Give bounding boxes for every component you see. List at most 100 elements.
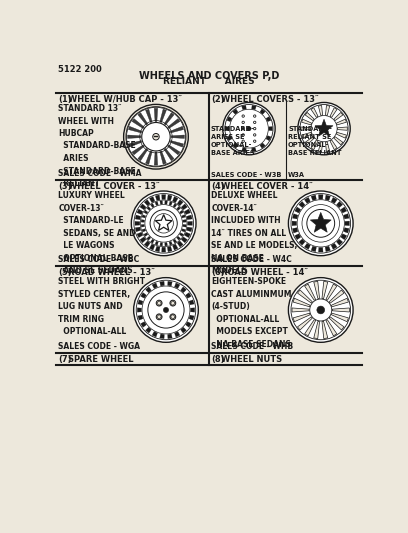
Polygon shape — [325, 246, 330, 252]
Polygon shape — [304, 197, 310, 204]
Polygon shape — [141, 293, 146, 298]
Polygon shape — [226, 126, 229, 131]
Polygon shape — [319, 195, 323, 199]
Polygon shape — [319, 247, 323, 252]
Circle shape — [156, 300, 162, 306]
Polygon shape — [331, 244, 337, 249]
Polygon shape — [171, 135, 184, 139]
Polygon shape — [175, 283, 180, 288]
Polygon shape — [164, 113, 174, 125]
Polygon shape — [329, 317, 344, 330]
Polygon shape — [183, 224, 186, 227]
Polygon shape — [138, 315, 143, 320]
Polygon shape — [292, 308, 309, 312]
Polygon shape — [135, 227, 141, 232]
Polygon shape — [160, 281, 164, 286]
Polygon shape — [337, 127, 347, 130]
Polygon shape — [140, 237, 146, 243]
Polygon shape — [135, 221, 140, 225]
Polygon shape — [177, 200, 183, 206]
Polygon shape — [146, 287, 151, 293]
Polygon shape — [266, 135, 271, 141]
Polygon shape — [138, 300, 143, 305]
Polygon shape — [186, 293, 191, 298]
Polygon shape — [233, 143, 238, 148]
Polygon shape — [170, 141, 184, 147]
Polygon shape — [128, 135, 141, 139]
Text: (7): (7) — [58, 355, 72, 364]
Polygon shape — [167, 246, 172, 252]
Text: STANDARD 13″
WHEEL WITH
HUBCAP
  STANDARD-BASE
  ARIES
  STANDARD-BASE
  RELIANT: STANDARD 13″ WHEEL WITH HUBCAP STANDARD-… — [58, 104, 136, 188]
Polygon shape — [155, 195, 160, 200]
Polygon shape — [242, 106, 246, 110]
Polygon shape — [297, 290, 313, 303]
Text: WHEEL COVER - 13″: WHEEL COVER - 13″ — [68, 182, 160, 191]
Text: (6): (6) — [211, 268, 225, 277]
Polygon shape — [252, 106, 256, 110]
Polygon shape — [292, 221, 297, 225]
Polygon shape — [337, 132, 346, 138]
Polygon shape — [135, 215, 141, 220]
Polygon shape — [177, 241, 183, 247]
Polygon shape — [160, 201, 162, 204]
Polygon shape — [168, 334, 172, 338]
Circle shape — [298, 102, 350, 155]
Text: WHEEL COVER - 14″: WHEEL COVER - 14″ — [222, 182, 313, 191]
Text: (5): (5) — [58, 268, 72, 277]
Polygon shape — [180, 233, 184, 237]
Polygon shape — [315, 119, 333, 136]
Circle shape — [247, 126, 251, 131]
Polygon shape — [182, 229, 185, 232]
Polygon shape — [337, 119, 346, 125]
Polygon shape — [137, 209, 143, 214]
Polygon shape — [302, 132, 312, 138]
Circle shape — [134, 278, 198, 342]
Polygon shape — [165, 243, 167, 246]
Polygon shape — [147, 206, 151, 211]
Polygon shape — [173, 239, 177, 243]
Polygon shape — [260, 109, 265, 114]
Polygon shape — [301, 127, 310, 130]
Circle shape — [153, 133, 159, 140]
Polygon shape — [186, 227, 192, 232]
Polygon shape — [149, 197, 155, 203]
Text: SALES CODE - WHB: SALES CODE - WHB — [211, 342, 293, 351]
Polygon shape — [182, 215, 185, 218]
Polygon shape — [168, 281, 172, 286]
Circle shape — [163, 308, 169, 312]
Polygon shape — [169, 201, 172, 205]
Polygon shape — [293, 214, 298, 219]
Polygon shape — [144, 241, 150, 247]
Polygon shape — [140, 204, 146, 210]
Polygon shape — [333, 308, 350, 312]
Polygon shape — [318, 106, 323, 116]
Polygon shape — [142, 215, 146, 218]
Polygon shape — [227, 135, 232, 141]
Text: STEEL WITH BRIGHT
STYLED CENTER,
LUG NUTS AND
TRIM RING
  OPTIONAL-ALL: STEEL WITH BRIGHT STYLED CENTER, LUG NUT… — [58, 277, 145, 336]
Polygon shape — [141, 322, 146, 327]
Polygon shape — [132, 145, 144, 155]
Polygon shape — [293, 228, 298, 233]
Polygon shape — [160, 109, 166, 123]
Polygon shape — [184, 232, 191, 238]
Text: ROAD WHEEL - 13″: ROAD WHEEL - 13″ — [68, 268, 155, 277]
Text: (2): (2) — [211, 95, 225, 104]
Polygon shape — [334, 136, 343, 145]
Polygon shape — [331, 313, 348, 322]
Polygon shape — [186, 215, 192, 220]
Polygon shape — [189, 300, 194, 305]
Polygon shape — [310, 212, 331, 232]
Polygon shape — [295, 234, 301, 240]
Text: SALES CODE - W4C: SALES CODE - W4C — [211, 255, 292, 264]
Circle shape — [223, 102, 275, 155]
Polygon shape — [168, 119, 180, 128]
Polygon shape — [142, 229, 146, 232]
Polygon shape — [138, 113, 148, 125]
Polygon shape — [155, 241, 158, 245]
Text: ROAD WHEEL - 14″: ROAD WHEEL - 14″ — [222, 268, 308, 277]
Polygon shape — [311, 108, 318, 117]
Text: WHEEL W/HUB CAP - 13″: WHEEL W/HUB CAP - 13″ — [68, 95, 182, 104]
Polygon shape — [177, 206, 180, 211]
Polygon shape — [162, 247, 166, 252]
Polygon shape — [314, 321, 319, 338]
